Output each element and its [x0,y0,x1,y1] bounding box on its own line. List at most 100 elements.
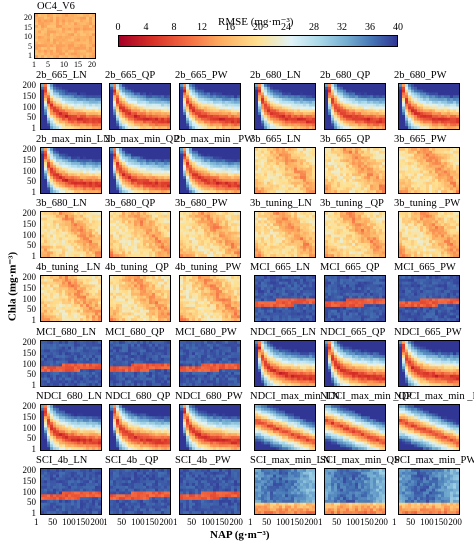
heatmap-cell [86,153,90,157]
heatmap-cell [426,92,430,96]
heatmap-cell [116,95,120,99]
heatmap-cell [325,117,329,122]
inset-y-tick-label: 15 [24,22,32,32]
heatmap-cell [56,14,60,18]
heatmap-cell [258,103,262,107]
heatmap-cell [273,112,277,116]
heatmap-cell [92,214,96,219]
heatmap-cell [288,114,292,119]
heatmap-cell [337,184,341,188]
heatmap-cell [192,126,196,129]
heatmap-cell [110,170,114,174]
heatmap-cell [276,112,280,116]
heatmap-cell [423,98,427,102]
heatmap-cell [44,19,48,23]
heatmap-cell [113,156,117,160]
heatmap-cell [411,84,415,88]
heatmap-cell [255,170,259,174]
heatmap-cell [65,55,69,58]
heatmap-cell [201,89,205,93]
heatmap-panel [398,147,460,194]
heatmap-cell [312,84,315,88]
heatmap-cell [405,123,409,127]
heatmap-cell [56,114,60,119]
heatmap-cell [264,184,268,188]
inset-x-tick-label: 20 [88,60,96,69]
heatmap-cell [77,89,81,93]
heatmap-cell [198,245,202,250]
heatmap-cell [167,234,170,238]
heatmap-cell [225,153,229,157]
heatmap-cell [456,117,459,122]
heatmap-cell [113,126,117,129]
heatmap-cell [80,164,84,169]
heatmap-cell [312,117,315,122]
heatmap-cell [201,120,205,124]
heatmap-cell [146,167,150,171]
heatmap-cell [98,112,101,116]
heatmap-cell [155,223,159,227]
heatmap-cell [110,242,114,247]
heatmap-cell [116,190,120,193]
heatmap-cell [312,112,315,116]
heatmap-cell [198,120,202,124]
heatmap-panel [109,83,171,130]
heatmap-cell [282,173,286,177]
heatmap-cell [80,220,84,224]
heatmap-cell [414,120,418,124]
heatmap-cell [134,100,138,105]
heatmap-cell [186,234,190,238]
heatmap-cell [56,159,60,163]
heatmap-cell [334,86,338,91]
heatmap-cell [288,176,292,180]
heatmap-cell [414,100,418,105]
panel-title: 2b_680_QP [320,70,371,81]
heatmap-cell [113,114,117,119]
heatmap-cell [288,159,292,163]
heatmap-cell [80,95,84,99]
heatmap-cell [195,184,199,188]
heatmap-cell [370,187,374,191]
heatmap-cell [53,223,57,227]
heatmap-cell [71,228,75,233]
heatmap-cell [379,187,383,191]
heatmap-cell [201,150,205,155]
heatmap-cell [297,170,301,174]
heatmap-cell [411,156,415,160]
heatmap-cell [222,173,226,177]
heatmap-cell [125,148,129,152]
heatmap-cell [59,30,63,34]
heatmap-cell [110,190,114,193]
heatmap-cell [279,106,283,110]
heatmap-cell [228,89,232,93]
heatmap-cell [44,223,48,227]
heatmap-cell [456,167,459,171]
heatmap-cell [149,240,153,244]
heatmap-cell [405,187,409,191]
heatmap-cell [411,109,415,113]
heatmap-cell [255,150,259,155]
colorbar-tick-label: 4 [143,22,149,33]
heatmap-cell [56,176,60,180]
heatmap-cell [414,153,418,157]
heatmap-cell [180,89,184,93]
heatmap-cell [399,164,403,169]
heatmap-cell [183,120,187,124]
heatmap-cell [77,220,81,224]
heatmap-cell [71,22,75,26]
heatmap-cell [429,89,433,93]
heatmap-cell [122,231,126,235]
heatmap-cell [116,220,120,224]
heatmap-cell [125,112,129,116]
heatmap-cell [328,153,332,157]
heatmap-cell [35,30,39,34]
inset-title: OC4_V6 [37,1,75,12]
heatmap-cell [201,178,205,183]
heatmap-cell [334,114,338,119]
heatmap-cell [411,178,415,183]
heatmap-cell [192,156,196,160]
heatmap-cell [370,114,374,119]
heatmap-cell [110,248,114,252]
heatmap-cell [334,167,338,171]
heatmap-cell [131,242,135,247]
